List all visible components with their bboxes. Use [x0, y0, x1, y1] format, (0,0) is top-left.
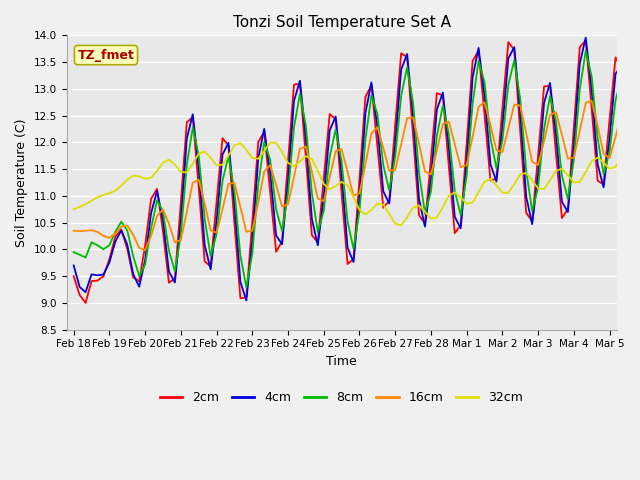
- X-axis label: Time: Time: [326, 355, 357, 368]
- Legend: 2cm, 4cm, 8cm, 16cm, 32cm: 2cm, 4cm, 8cm, 16cm, 32cm: [155, 386, 528, 409]
- Y-axis label: Soil Temperature (C): Soil Temperature (C): [15, 118, 28, 247]
- Text: TZ_fmet: TZ_fmet: [77, 48, 134, 61]
- Title: Tonzi Soil Temperature Set A: Tonzi Soil Temperature Set A: [232, 15, 451, 30]
